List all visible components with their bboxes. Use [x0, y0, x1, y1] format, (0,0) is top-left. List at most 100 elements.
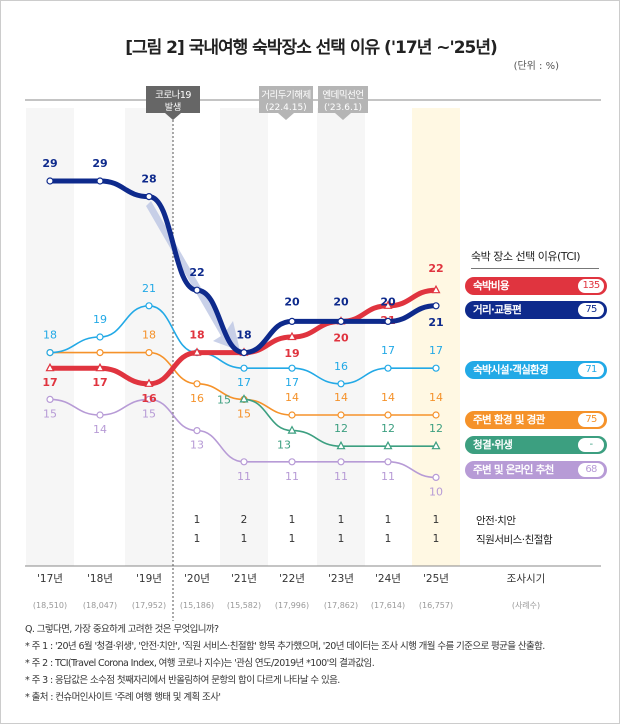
legend-label: 숙박비용	[473, 280, 510, 292]
data-point	[239, 394, 249, 403]
data-label: 14	[381, 391, 395, 404]
legend-item: 청결·위생 -	[465, 436, 607, 454]
data-point	[46, 395, 54, 403]
data-point	[96, 411, 104, 419]
data-point	[432, 302, 440, 310]
data-point	[337, 317, 345, 325]
data-point	[384, 411, 392, 419]
table-value: 1	[385, 533, 392, 545]
data-label: 15	[142, 407, 156, 420]
sample-size: (17,614)	[371, 601, 405, 610]
data-point	[288, 317, 296, 325]
event-sub: 발생	[165, 102, 182, 113]
data-label: 16	[190, 392, 204, 405]
data-label: 14	[334, 391, 348, 404]
event-marker	[259, 86, 313, 120]
sample-size: (18,047)	[83, 601, 117, 610]
data-point	[337, 411, 345, 419]
legend-label: 숙박시설·객실환경	[473, 364, 549, 376]
data-label: 14	[285, 391, 299, 404]
legend-item: 숙박비용 135	[465, 277, 607, 295]
table-value: 1	[433, 533, 440, 545]
data-label: 17	[42, 376, 57, 389]
data-label: 12	[334, 422, 348, 435]
data-label: 20	[284, 295, 300, 308]
data-label: 13	[277, 439, 291, 452]
sample-size: (15,582)	[227, 601, 261, 610]
data-point	[145, 302, 153, 310]
data-label: 16	[141, 392, 157, 405]
data-label: 17	[237, 376, 251, 389]
chart-title: [그림 2] 국내여행 숙박장소 선택 이유 ('17년 ~'25년)	[125, 38, 498, 58]
x-tick-label: '23년	[328, 573, 354, 585]
data-point	[95, 362, 105, 372]
column-stripe	[125, 108, 173, 566]
data-point	[193, 380, 201, 388]
data-point	[288, 411, 296, 419]
data-label: 17	[381, 344, 395, 357]
table-value: 1	[433, 514, 440, 526]
row-label-safety: 안전·치안	[476, 515, 516, 527]
row-label-service: 직원서비스·친절함	[476, 534, 553, 546]
table-value: 1	[289, 533, 296, 545]
data-label: 15	[43, 407, 57, 420]
legend-tci: 135	[578, 279, 604, 293]
data-label: 28	[141, 173, 156, 186]
data-label: 20	[333, 295, 349, 308]
legend-title: 숙박 장소 선택 이유(TCI)	[471, 248, 599, 269]
data-point	[96, 333, 104, 341]
data-point	[46, 177, 54, 185]
data-point	[145, 395, 153, 403]
series-line	[47, 178, 439, 356]
event-marker	[146, 86, 200, 120]
data-label: 19	[93, 313, 107, 326]
data-label: 13	[190, 439, 204, 452]
data-point	[288, 458, 296, 466]
data-label: 20	[333, 331, 349, 344]
data-label: 22	[428, 262, 443, 275]
table-value: 1	[194, 514, 201, 526]
data-point	[337, 458, 345, 466]
data-point	[145, 193, 153, 201]
data-point	[336, 440, 346, 450]
data-point	[193, 427, 201, 435]
event-sub: (22.4.15)	[265, 103, 306, 113]
data-point	[384, 458, 392, 466]
data-point	[240, 364, 248, 372]
data-label: 22	[189, 266, 204, 279]
data-point	[45, 362, 55, 372]
data-label: 10	[429, 485, 443, 498]
data-label: 11	[334, 470, 348, 483]
data-label: 17	[92, 376, 107, 389]
data-point	[432, 473, 440, 481]
data-label: 17	[429, 344, 443, 357]
question-note: Q. 그렇다면, 가장 중요하게 고려한 것은 무엇입니까?	[25, 624, 219, 635]
table-value: 1	[338, 514, 345, 526]
sample-size: (18,510)	[33, 601, 67, 610]
table-value: 1	[241, 533, 248, 545]
x-tick-label: '21년	[231, 573, 257, 585]
sample-size: (15,186)	[180, 601, 214, 610]
sample-size: (16,757)	[419, 601, 453, 610]
event-marker	[318, 86, 368, 120]
note-2: * 주 2 : TCI(Travel Corona Index, 여행 코로나 …	[25, 658, 375, 669]
event-sub: ('23.6.1)	[324, 103, 362, 113]
data-label: 15	[237, 407, 251, 420]
data-point	[240, 458, 248, 466]
x-tick-label: '18년	[87, 573, 113, 585]
column-highlight-2025	[412, 108, 460, 566]
legend-tci: 75	[578, 413, 604, 427]
data-label: 21	[142, 282, 156, 295]
data-label: 11	[381, 470, 395, 483]
data-label: 18	[236, 329, 251, 342]
series-line	[49, 398, 437, 479]
data-label: 17	[285, 376, 299, 389]
data-label: 18	[142, 329, 156, 342]
x-tick-label: '19년	[136, 573, 162, 585]
data-label: 12	[429, 422, 443, 435]
data-label: 14	[429, 391, 443, 404]
sample-size: (17,862)	[324, 601, 358, 610]
data-label: 11	[237, 470, 251, 483]
data-point	[240, 349, 248, 357]
note-3: * 주 3 : 응답값은 소수점 첫째자리에서 반올림하여 문항의 합이 다르게…	[25, 675, 340, 686]
